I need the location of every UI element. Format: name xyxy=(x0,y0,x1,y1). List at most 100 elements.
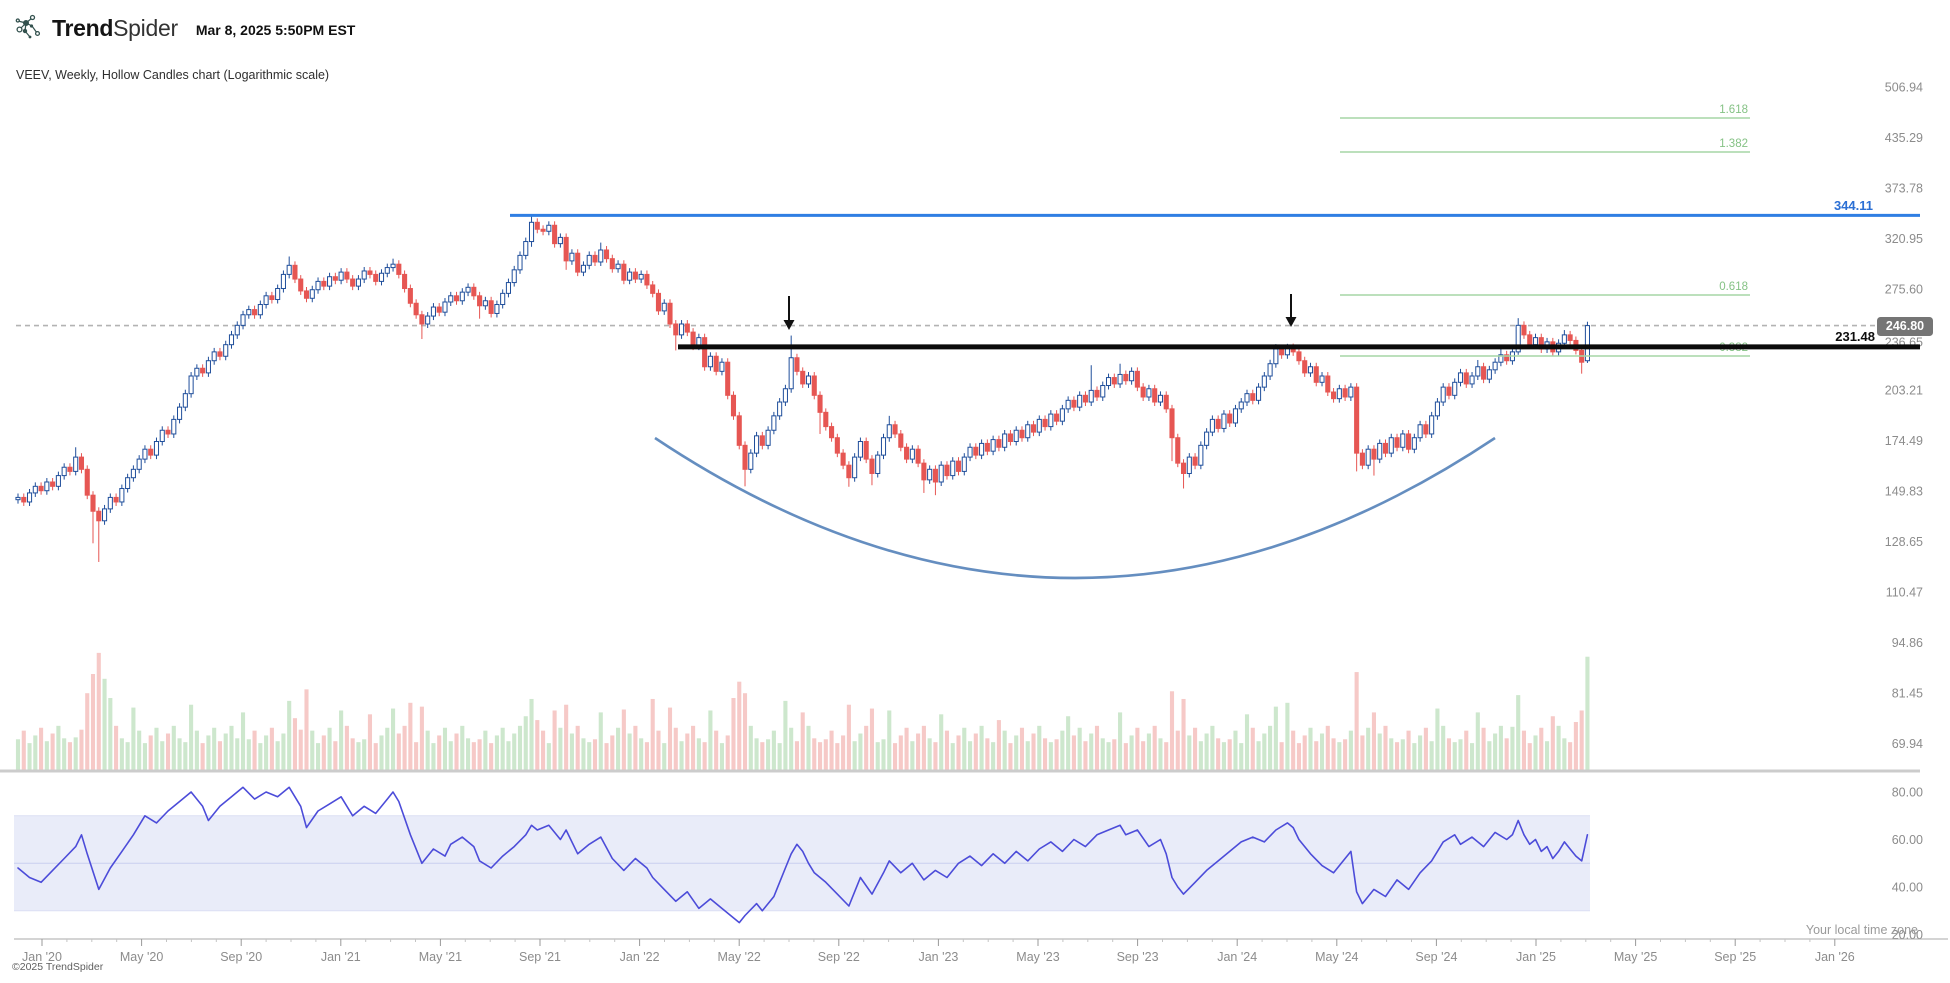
candle-body xyxy=(1400,433,1406,448)
volume-bar xyxy=(592,739,598,770)
candle-body xyxy=(904,446,910,460)
candle-body xyxy=(765,429,771,446)
candle-body xyxy=(1123,373,1129,382)
candle-body xyxy=(275,288,281,301)
volume-bar xyxy=(494,735,499,770)
candle-body xyxy=(315,280,321,291)
volume-bar xyxy=(1019,727,1025,770)
volume-bar xyxy=(1481,727,1486,770)
volume-bar xyxy=(114,725,119,770)
candle-body xyxy=(200,367,206,374)
volume-bar xyxy=(1071,735,1076,770)
volume-bar xyxy=(229,725,234,770)
volume-bar xyxy=(275,741,280,770)
x-axis-label: Sep '20 xyxy=(220,950,262,964)
volume-bar xyxy=(569,733,574,770)
candle-body xyxy=(932,468,938,483)
candle-body xyxy=(338,271,344,281)
candle-body xyxy=(771,415,777,431)
candle-body xyxy=(182,393,188,408)
volume-bar xyxy=(477,739,482,770)
candle-body xyxy=(15,496,21,501)
candle-body xyxy=(1227,413,1233,424)
candle-body xyxy=(1457,372,1464,383)
candle-body xyxy=(1111,377,1117,385)
volume-bar xyxy=(1510,726,1515,770)
candle-body xyxy=(1382,442,1389,454)
candle-body xyxy=(448,295,454,303)
volume-bar xyxy=(21,730,26,770)
candle-body xyxy=(690,331,696,347)
volume-bar xyxy=(841,735,846,770)
volume-bar xyxy=(956,735,961,770)
volume-bar xyxy=(1112,739,1117,770)
volume-bar xyxy=(1314,741,1319,770)
volume-bar xyxy=(252,730,257,770)
candle-body xyxy=(950,460,956,477)
candle-body xyxy=(846,464,852,479)
candle-body xyxy=(205,360,211,374)
volume-bar xyxy=(817,742,823,770)
volume-bar xyxy=(512,733,517,770)
candle-body xyxy=(1157,394,1164,403)
volume-bar xyxy=(887,710,892,770)
candle-body xyxy=(1348,386,1354,398)
volume-bar xyxy=(240,712,246,770)
volume-bar xyxy=(460,725,465,770)
price-axis-label: 320.95 xyxy=(1885,232,1923,246)
volume-bar xyxy=(633,725,638,770)
candle-body xyxy=(1134,370,1140,388)
candle-body xyxy=(967,446,973,458)
candle-body xyxy=(1498,354,1504,363)
x-axis-label: Sep '25 xyxy=(1714,950,1756,964)
volume-bar xyxy=(177,738,182,770)
rounding-bottom-arc xyxy=(654,436,1496,580)
candle-body xyxy=(194,367,200,377)
candle-body xyxy=(725,361,731,396)
candle-body xyxy=(1186,456,1192,474)
candle-body xyxy=(1019,429,1025,439)
volume-bar xyxy=(1227,739,1232,770)
candle-body xyxy=(1417,424,1423,439)
volume-bar xyxy=(1308,727,1313,770)
candle-body xyxy=(130,468,136,479)
candle-body xyxy=(638,273,644,280)
fib-level-label: 0.618 xyxy=(1719,281,1748,293)
candle-body xyxy=(1261,375,1267,388)
x-axis-label: Jan '25 xyxy=(1516,950,1556,964)
volume-bar xyxy=(610,735,615,770)
price-axis-label: 506.94 xyxy=(1885,80,1923,94)
candle-body xyxy=(1481,366,1487,380)
volume-bar xyxy=(1302,735,1307,770)
candle-body xyxy=(592,254,598,263)
volume-bar xyxy=(454,733,459,770)
candle-body xyxy=(96,510,102,522)
fib-level-label: 1.382 xyxy=(1719,138,1748,150)
x-axis-label: May '25 xyxy=(1614,950,1657,964)
candle-body xyxy=(1504,354,1510,362)
volume-bar xyxy=(1002,730,1007,770)
volume-bar xyxy=(535,720,540,770)
candle-body xyxy=(1007,433,1013,443)
candle-body xyxy=(228,334,235,346)
candle-body xyxy=(713,355,719,372)
volume-bar xyxy=(85,693,90,770)
volume-bar xyxy=(771,730,776,770)
volume-bar xyxy=(748,725,753,770)
volume-bar xyxy=(154,727,159,770)
volume-bar xyxy=(1562,738,1567,770)
volume-bar xyxy=(673,727,678,770)
volume-bar xyxy=(1123,743,1128,770)
volume-bar xyxy=(1475,712,1480,770)
x-axis-label: Jan '20 xyxy=(22,950,62,964)
volume-bar xyxy=(1118,712,1123,770)
candle-body xyxy=(886,424,892,439)
candle-body xyxy=(1365,448,1371,466)
candle-body xyxy=(246,309,252,316)
volume-bar xyxy=(1141,741,1146,770)
volume-bar xyxy=(829,730,834,770)
volume-bar xyxy=(1060,730,1065,770)
candle-body xyxy=(1198,444,1204,466)
candle-body xyxy=(990,439,996,452)
